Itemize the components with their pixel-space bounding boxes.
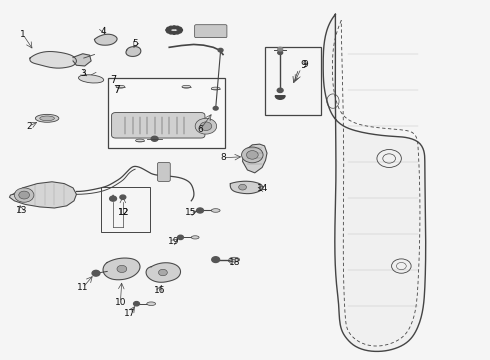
Circle shape xyxy=(92,270,100,276)
Polygon shape xyxy=(243,144,267,173)
Polygon shape xyxy=(323,14,426,351)
Circle shape xyxy=(218,48,223,52)
Circle shape xyxy=(196,208,203,213)
Ellipse shape xyxy=(40,116,54,121)
Circle shape xyxy=(246,150,258,159)
Text: 19: 19 xyxy=(169,237,180,246)
Ellipse shape xyxy=(191,236,199,239)
Polygon shape xyxy=(103,258,140,280)
Ellipse shape xyxy=(211,87,220,90)
FancyBboxPatch shape xyxy=(158,162,170,181)
Text: 7: 7 xyxy=(111,75,117,85)
Ellipse shape xyxy=(182,85,191,88)
Circle shape xyxy=(278,51,283,54)
Text: 3: 3 xyxy=(80,69,86,78)
Text: 12: 12 xyxy=(118,208,129,217)
Polygon shape xyxy=(95,34,117,45)
Circle shape xyxy=(177,235,183,239)
Polygon shape xyxy=(30,51,76,68)
Circle shape xyxy=(239,184,246,190)
Text: 9: 9 xyxy=(302,60,308,69)
Ellipse shape xyxy=(136,139,145,142)
Text: 6: 6 xyxy=(197,125,203,134)
Circle shape xyxy=(242,147,263,163)
Text: 5: 5 xyxy=(133,39,139,48)
Text: 2: 2 xyxy=(26,122,32,131)
Circle shape xyxy=(167,30,171,33)
Circle shape xyxy=(200,122,212,131)
Circle shape xyxy=(117,265,127,273)
FancyBboxPatch shape xyxy=(108,78,225,148)
Circle shape xyxy=(169,31,173,34)
Circle shape xyxy=(120,195,126,199)
Text: 4: 4 xyxy=(100,27,106,36)
Circle shape xyxy=(172,26,176,29)
Text: 12: 12 xyxy=(118,208,129,217)
Polygon shape xyxy=(146,263,180,282)
Ellipse shape xyxy=(229,257,240,262)
Text: 1: 1 xyxy=(20,30,26,39)
Circle shape xyxy=(151,136,158,141)
Circle shape xyxy=(213,107,218,110)
Ellipse shape xyxy=(147,302,156,306)
Circle shape xyxy=(110,196,117,201)
Circle shape xyxy=(212,257,220,262)
Text: 7: 7 xyxy=(113,85,120,95)
Text: 15: 15 xyxy=(185,208,196,217)
Polygon shape xyxy=(126,46,141,57)
Ellipse shape xyxy=(211,209,220,212)
Circle shape xyxy=(195,118,217,134)
Circle shape xyxy=(178,29,182,32)
Text: 17: 17 xyxy=(124,309,136,318)
Circle shape xyxy=(14,188,34,202)
Ellipse shape xyxy=(35,114,59,122)
FancyBboxPatch shape xyxy=(195,25,227,38)
Circle shape xyxy=(166,29,170,32)
Wedge shape xyxy=(275,96,285,99)
Text: 18: 18 xyxy=(228,258,240,267)
Ellipse shape xyxy=(78,75,104,83)
Circle shape xyxy=(134,302,140,306)
Circle shape xyxy=(277,88,283,93)
Circle shape xyxy=(278,47,283,51)
Circle shape xyxy=(175,26,179,29)
Ellipse shape xyxy=(196,26,225,35)
Text: 16: 16 xyxy=(154,286,165,295)
Circle shape xyxy=(167,27,171,30)
Text: 13: 13 xyxy=(16,206,27,215)
Circle shape xyxy=(178,30,182,33)
Circle shape xyxy=(159,269,167,276)
Circle shape xyxy=(172,31,176,34)
Text: 9: 9 xyxy=(301,60,307,70)
Circle shape xyxy=(175,31,179,34)
Circle shape xyxy=(19,191,29,199)
Text: 10: 10 xyxy=(115,298,126,307)
Text: 11: 11 xyxy=(77,283,89,292)
Circle shape xyxy=(178,27,182,30)
Text: 14: 14 xyxy=(257,184,269,193)
Text: 8: 8 xyxy=(220,153,226,162)
Ellipse shape xyxy=(116,85,125,88)
FancyBboxPatch shape xyxy=(112,113,205,138)
Polygon shape xyxy=(230,181,263,194)
Polygon shape xyxy=(9,182,76,208)
Circle shape xyxy=(169,26,173,29)
Polygon shape xyxy=(73,54,91,66)
